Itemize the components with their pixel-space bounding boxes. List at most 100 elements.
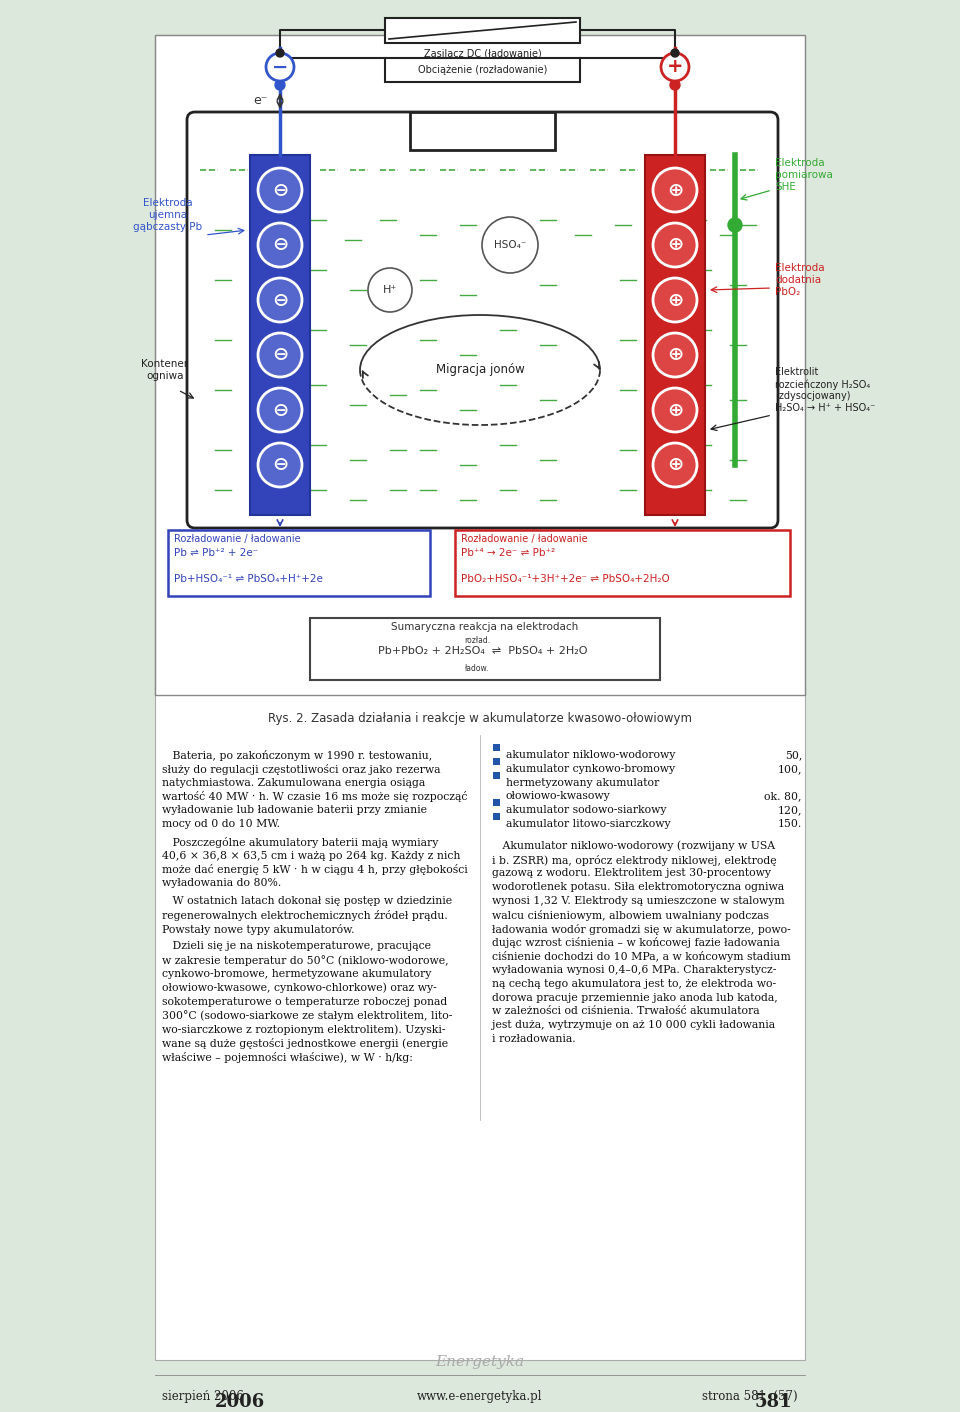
Text: Poszczególne akumulatory baterii mają wymiary: Poszczególne akumulatory baterii mają wy… — [162, 837, 439, 847]
Text: Pb+PbO₂ + 2H₂SO₄  ⇌  PbSO₄ + 2H₂O: Pb+PbO₂ + 2H₂SO₄ ⇌ PbSO₄ + 2H₂O — [378, 647, 588, 657]
Text: H⁺: H⁺ — [383, 285, 397, 295]
Text: akumulator cynkowo-bromowy: akumulator cynkowo-bromowy — [506, 764, 675, 774]
Text: regenerowalnych elektrochemicznych źródeł prądu.: regenerowalnych elektrochemicznych źróde… — [162, 909, 447, 921]
Text: 120,: 120, — [778, 805, 802, 815]
Text: Energetyka: Energetyka — [436, 1356, 524, 1370]
Text: strona 581  (57): strona 581 (57) — [703, 1389, 798, 1404]
Text: Dzieli się je na niskotemperaturowe, pracujące: Dzieli się je na niskotemperaturowe, pra… — [162, 942, 431, 952]
Text: wane są duże gęstości jednostkowe energii (energie: wane są duże gęstości jednostkowe energi… — [162, 1038, 448, 1049]
Circle shape — [671, 49, 679, 56]
Text: ⊕: ⊕ — [667, 346, 684, 364]
Circle shape — [653, 278, 697, 322]
Circle shape — [653, 333, 697, 377]
Text: mocy od 0 do 10 MW.: mocy od 0 do 10 MW. — [162, 819, 280, 829]
Text: Akumulator niklowo-wodorowy (rozwijany w USA: Akumulator niklowo-wodorowy (rozwijany w… — [492, 840, 775, 851]
Text: ną cechą tego akumulatora jest to, że elektroda wo-: ną cechą tego akumulatora jest to, że el… — [492, 979, 776, 988]
FancyBboxPatch shape — [385, 18, 580, 42]
Text: 300°C (sodowo-siarkowe ze stałym elektrolitem, lito-: 300°C (sodowo-siarkowe ze stałym elektro… — [162, 1011, 452, 1021]
Text: www.e-energetyka.pl: www.e-energetyka.pl — [418, 1389, 542, 1404]
Text: sokotemperaturowe o temperaturze roboczej ponad: sokotemperaturowe o temperaturze robocze… — [162, 997, 447, 1007]
Text: Pb⁺⁴ → 2e⁻ ⇌ Pb⁺²: Pb⁺⁴ → 2e⁻ ⇌ Pb⁺² — [461, 548, 555, 558]
Text: ładow.: ładow. — [465, 664, 490, 674]
Circle shape — [653, 223, 697, 267]
Text: cynkowo-bromowe, hermetyzowane akumulatory: cynkowo-bromowe, hermetyzowane akumulato… — [162, 969, 431, 979]
Text: 150.: 150. — [778, 819, 802, 829]
Circle shape — [266, 54, 294, 80]
FancyBboxPatch shape — [155, 35, 805, 1360]
FancyBboxPatch shape — [168, 530, 430, 596]
Text: Elektroda
pomiarowa
SHE: Elektroda pomiarowa SHE — [775, 158, 833, 192]
Text: Powstały nowe typy akumulatorów.: Powstały nowe typy akumulatorów. — [162, 923, 354, 935]
Text: hermetyzowany akumulator: hermetyzowany akumulator — [506, 778, 660, 788]
Circle shape — [368, 268, 412, 312]
Text: walcu ciśnieniowym, albowiem uwalniany podczas: walcu ciśnieniowym, albowiem uwalniany p… — [492, 909, 769, 921]
Text: −: − — [272, 58, 288, 76]
Circle shape — [670, 80, 680, 90]
Text: ⊖: ⊖ — [272, 401, 288, 419]
FancyBboxPatch shape — [493, 758, 500, 765]
Text: 2006: 2006 — [215, 1394, 265, 1411]
Text: 100,: 100, — [778, 764, 802, 774]
Circle shape — [275, 80, 285, 90]
Text: HSO₄⁻: HSO₄⁻ — [493, 240, 526, 250]
Text: Migracja jonów: Migracja jonów — [436, 363, 524, 377]
Circle shape — [653, 443, 697, 487]
Text: Elektrolit
rozcieńczony H₂SO₄
(zdysocjowany)
H₂SO₄ → H⁺ + HSO₄⁻: Elektrolit rozcieńczony H₂SO₄ (zdysocjow… — [775, 367, 876, 412]
Circle shape — [276, 49, 284, 56]
FancyBboxPatch shape — [493, 771, 500, 778]
Text: i rozładowania.: i rozładowania. — [492, 1034, 576, 1043]
Text: ok. 80,: ok. 80, — [764, 791, 802, 802]
Text: wynosi 1,32 V. Elektrody są umieszczone w stalowym: wynosi 1,32 V. Elektrody są umieszczone … — [492, 897, 784, 907]
Circle shape — [258, 333, 302, 377]
Circle shape — [653, 168, 697, 212]
Text: służy do regulacji częstotliwości oraz jako rezerwa: służy do regulacji częstotliwości oraz j… — [162, 764, 441, 775]
Text: wyładowanie lub ładowanie baterii przy zmianie: wyładowanie lub ładowanie baterii przy z… — [162, 805, 427, 815]
Text: Sumaryczna reakcja na elektrodach: Sumaryczna reakcja na elektrodach — [392, 623, 579, 633]
Text: ołowiowo-kwasowy: ołowiowo-kwasowy — [506, 791, 611, 802]
Text: wyładowania wynosi 0,4–0,6 MPa. Charakterystycz-: wyładowania wynosi 0,4–0,6 MPa. Charakte… — [492, 964, 777, 976]
Text: natychmiastowa. Zakumulowana energia osiąga: natychmiastowa. Zakumulowana energia osi… — [162, 778, 425, 788]
Text: 50,: 50, — [784, 750, 802, 760]
Text: ⊖: ⊖ — [272, 456, 288, 474]
FancyBboxPatch shape — [385, 58, 580, 82]
Circle shape — [653, 388, 697, 432]
Text: gazową z wodoru. Elektrolitem jest 30-procentowy: gazową z wodoru. Elektrolitem jest 30-pr… — [492, 868, 771, 878]
FancyBboxPatch shape — [187, 112, 778, 528]
FancyBboxPatch shape — [310, 618, 660, 681]
Text: akumulator niklowo-wodorowy: akumulator niklowo-wodorowy — [506, 750, 676, 760]
Text: 40,6 × 36,8 × 63,5 cm i ważą po 264 kg. Każdy z nich: 40,6 × 36,8 × 63,5 cm i ważą po 264 kg. … — [162, 850, 461, 860]
Text: wyładowania do 80%.: wyładowania do 80%. — [162, 878, 281, 888]
Text: ⊖: ⊖ — [272, 181, 288, 199]
Text: ołowiowo-kwasowe, cynkowo-chlorkowe) oraz wy-: ołowiowo-kwasowe, cynkowo-chlorkowe) ora… — [162, 983, 437, 994]
Text: W ostatnich latach dokonał się postęp w dziedzinie: W ostatnich latach dokonał się postęp w … — [162, 897, 452, 907]
Text: ⊖: ⊖ — [272, 291, 288, 309]
Text: i b. ZSRR) ma, oprócz elektrody niklowej, elektrodę: i b. ZSRR) ma, oprócz elektrody niklowej… — [492, 854, 777, 866]
Text: Pb ⇌ Pb⁺² + 2e⁻: Pb ⇌ Pb⁺² + 2e⁻ — [174, 548, 258, 558]
FancyBboxPatch shape — [493, 744, 500, 751]
Text: Elektroda
ujemna
gąbczasty Pb: Elektroda ujemna gąbczasty Pb — [133, 199, 203, 232]
FancyBboxPatch shape — [493, 813, 500, 820]
FancyBboxPatch shape — [455, 530, 790, 596]
Circle shape — [258, 443, 302, 487]
Text: wo-siarczkowe z roztopionym elektrolitem). Uzyski-: wo-siarczkowe z roztopionym elektrolitem… — [162, 1024, 445, 1035]
Circle shape — [258, 388, 302, 432]
Text: Elektroda
dodatnia
PbO₂: Elektroda dodatnia PbO₂ — [775, 264, 825, 297]
Text: dorowa pracuje przemiennie jako anoda lub katoda,: dorowa pracuje przemiennie jako anoda lu… — [492, 993, 778, 1003]
Circle shape — [728, 217, 742, 232]
Text: właściwe – pojemności właściwe), w W · h/kg:: właściwe – pojemności właściwe), w W · h… — [162, 1052, 413, 1063]
FancyBboxPatch shape — [250, 155, 310, 515]
Text: wartość 40 MW · h. W czasie 16 ms może się rozpocząć: wartość 40 MW · h. W czasie 16 ms może s… — [162, 791, 468, 802]
Text: ładowania wodór gromadzi się w akumulatorze, powo-: ładowania wodór gromadzi się w akumulato… — [492, 923, 791, 935]
Text: Zasilacz DC (ładowanie): Zasilacz DC (ładowanie) — [423, 48, 541, 58]
Text: +: + — [667, 58, 684, 76]
Text: może dać energię 5 kW · h w ciągu 4 h, przy głębokości: może dać energię 5 kW · h w ciągu 4 h, p… — [162, 864, 468, 875]
Text: ⊖: ⊖ — [272, 346, 288, 364]
Text: PbO₂+HSO₄⁻¹+3H⁺+2e⁻ ⇌ PbSO₄+2H₂O: PbO₂+HSO₄⁻¹+3H⁺+2e⁻ ⇌ PbSO₄+2H₂O — [461, 575, 670, 585]
Text: dując wzrost ciśnienia – w końcowej fazie ładowania: dując wzrost ciśnienia – w końcowej fazi… — [492, 938, 780, 949]
Text: ⊕: ⊕ — [667, 401, 684, 419]
Text: Rozładowanie / ładowanie: Rozładowanie / ładowanie — [174, 534, 300, 544]
Text: rozład.: rozład. — [464, 635, 490, 645]
Text: wodorotlenek potasu. Siła elektromotoryczna ogniwa: wodorotlenek potasu. Siła elektromotoryc… — [492, 882, 784, 892]
Text: ciśnienie dochodzi do 10 MPa, a w końcowym stadium: ciśnienie dochodzi do 10 MPa, a w końcow… — [492, 952, 791, 962]
Text: ⊕: ⊕ — [667, 291, 684, 309]
